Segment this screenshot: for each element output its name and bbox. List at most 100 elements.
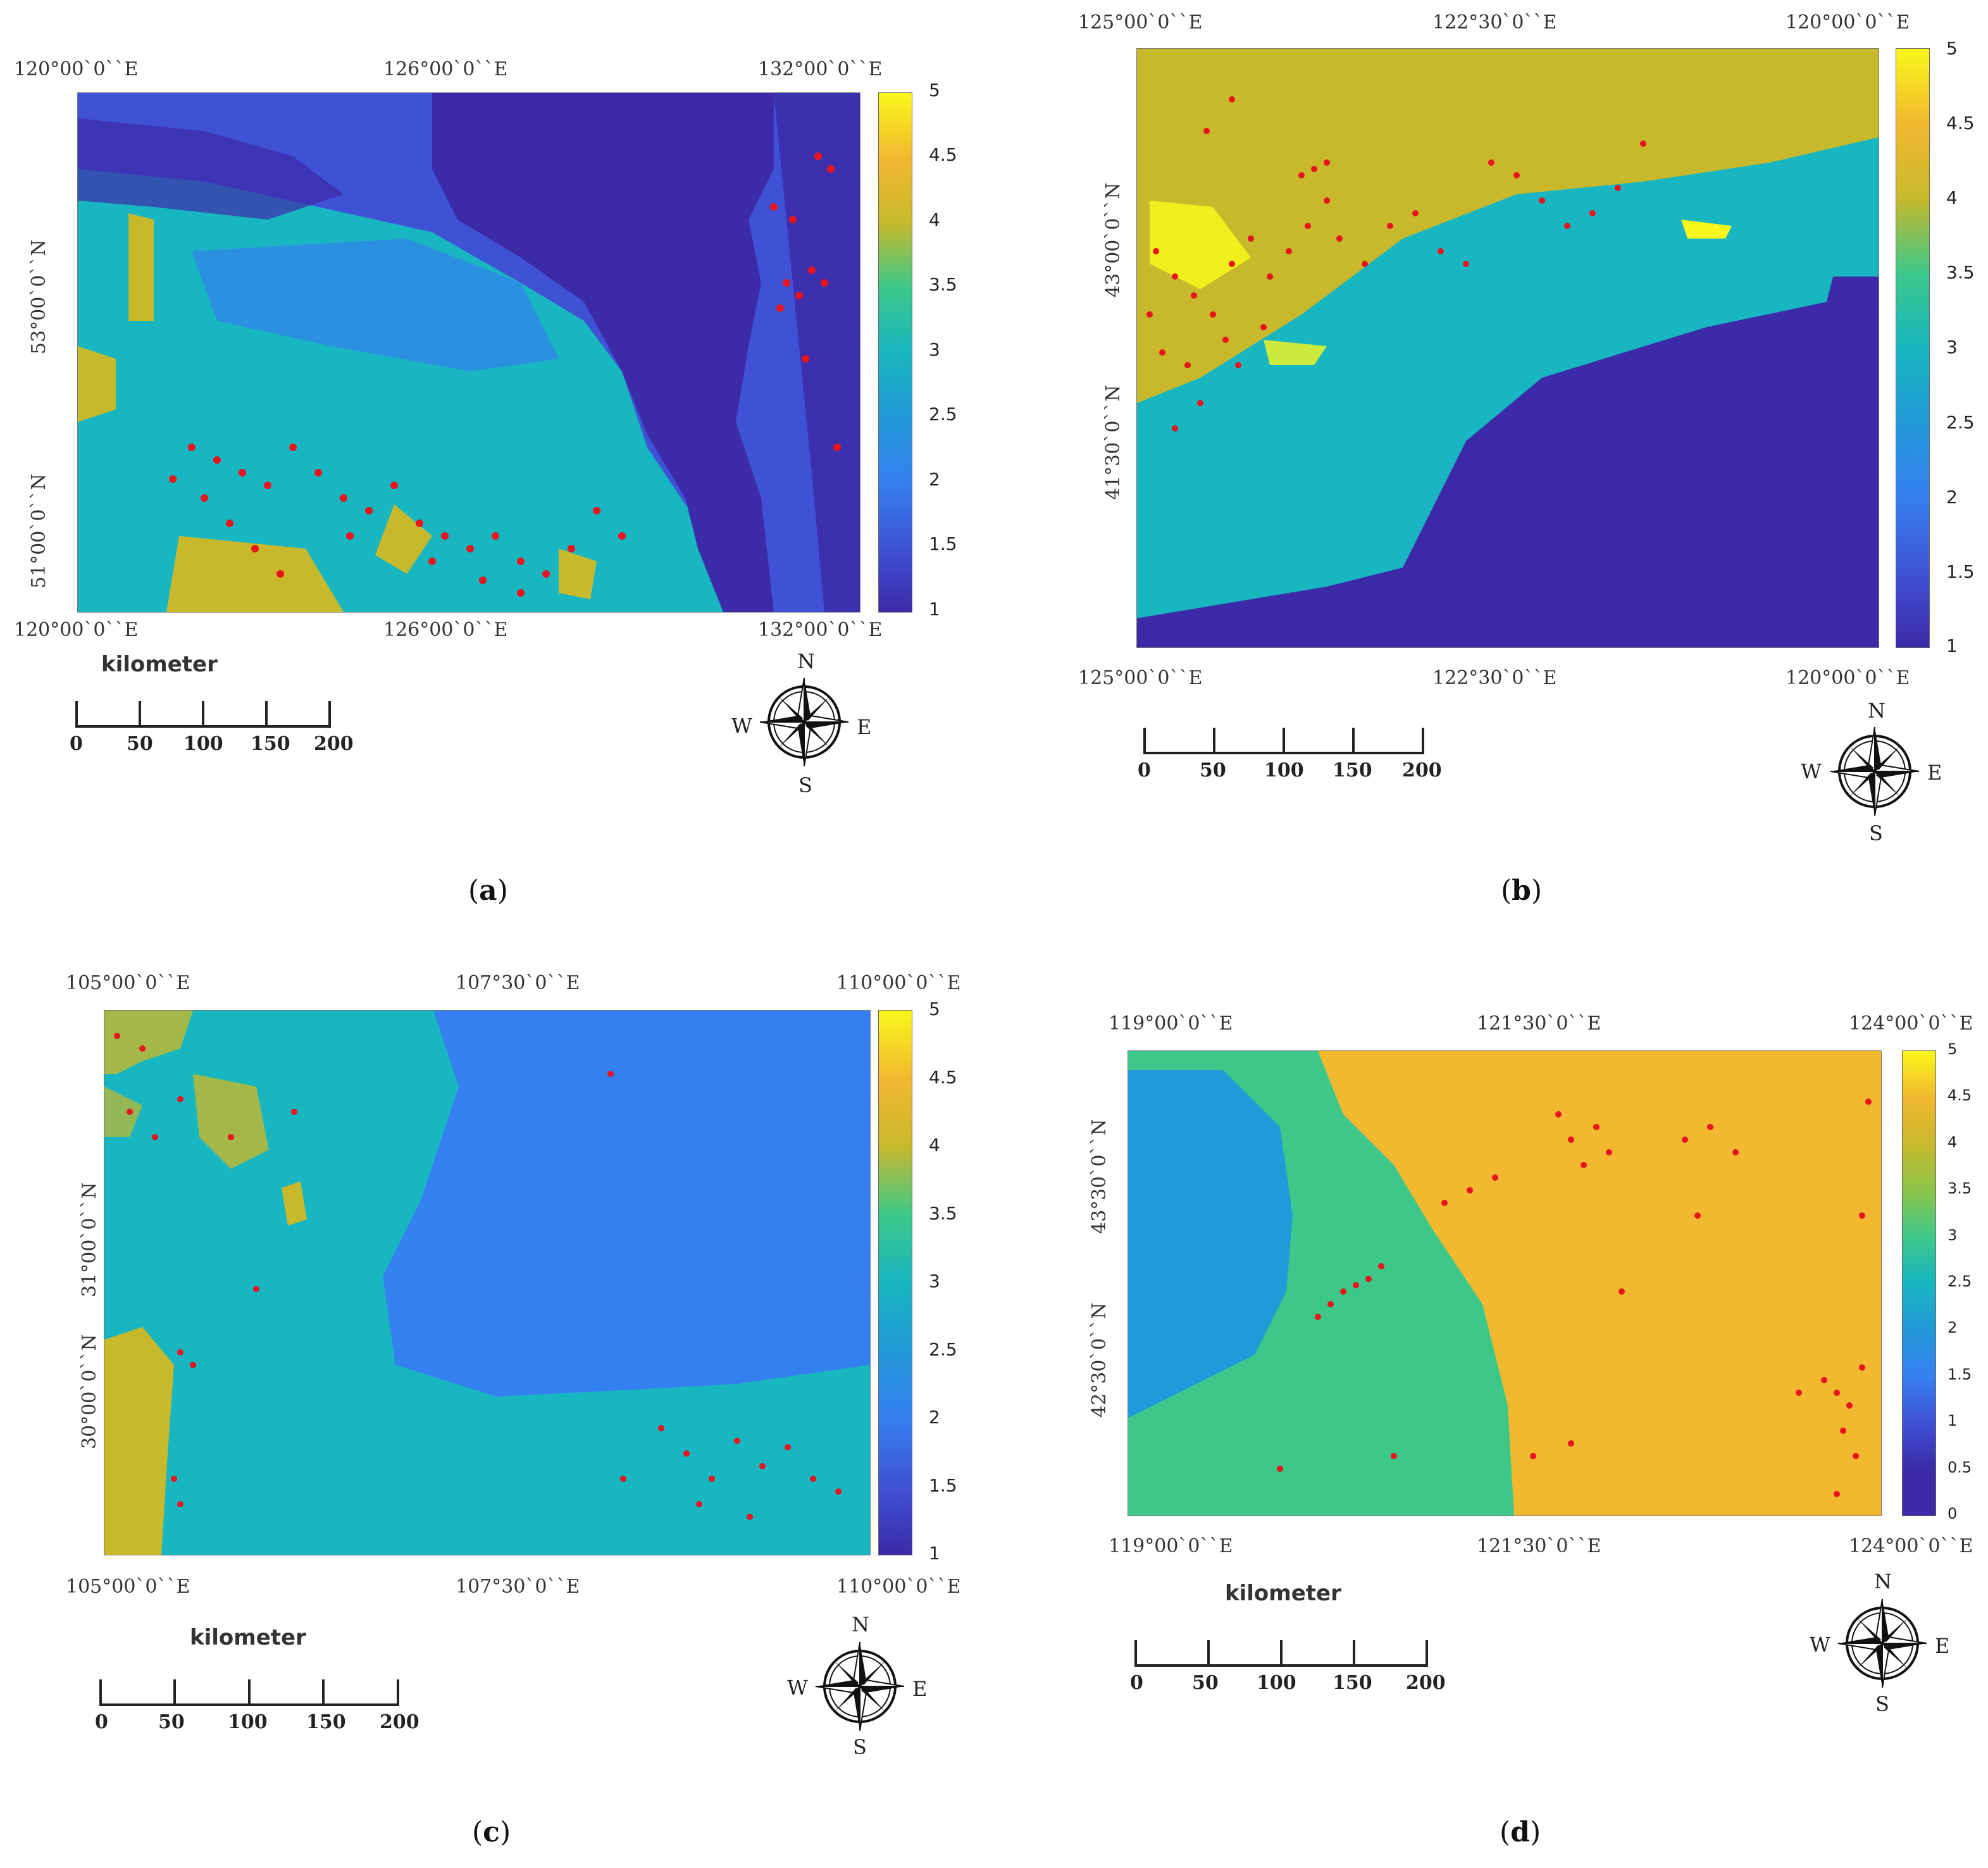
panel-b-sample-points <box>1146 96 1646 432</box>
panel-b-colorbar-tick-3-5: 3.5 <box>1946 262 1975 283</box>
panel-c-colorbar-tick-5: 5 <box>929 999 940 1019</box>
panel-c-lat-1: 31°00`0``N <box>78 1182 101 1297</box>
panel-d-top-lon-2: 121°30`0``E <box>1477 1012 1601 1035</box>
panel-b-colorbar-tick-1-5: 1.5 <box>1946 561 1975 582</box>
panel-c-colorbar-tick-4: 4 <box>929 1135 940 1155</box>
panel-c-colorbar-tick-1-5: 1.5 <box>929 1475 957 1496</box>
panel-b-lat-1: 43°00`0``N <box>1102 182 1124 297</box>
panel-a-bottom-lon-1: 120°00`0``E <box>14 619 139 641</box>
panel-c-lat-2: 30°00`0``N <box>78 1334 101 1449</box>
panel-a-scale-bar <box>75 701 331 728</box>
panel-d-lat-2: 42°30`0``N <box>1088 1302 1110 1417</box>
panel-d-map <box>1128 1050 1882 1516</box>
panel-d-bottom-lon-2: 121°30`0``E <box>1477 1535 1601 1557</box>
panel-d-compass-w: W <box>1810 1633 1830 1657</box>
panel-b-scale-100: 100 <box>1264 759 1304 781</box>
panel-a-raster <box>78 93 860 612</box>
panel-b-colorbar-tick-2: 2 <box>1946 487 1958 507</box>
panel-d-colorbar-tick-5: 5 <box>1948 1040 1958 1058</box>
panel-d-scale-title: kilometer <box>1225 1581 1341 1606</box>
panel-b-top-lon-1: 125°00`0``E <box>1078 11 1203 34</box>
panel-b-bottom-lon-3: 120°00`0``E <box>1786 667 1910 689</box>
panel-c-colorbar-tick-4-5: 4.5 <box>929 1067 957 1088</box>
panel-d-bottom-lon-1: 119°00`0``E <box>1109 1535 1233 1557</box>
panel-d-scale-bar <box>1134 1640 1428 1667</box>
panel-d-compass-s: S <box>1875 1692 1889 1716</box>
panel-c-scale-0: 0 <box>95 1711 108 1733</box>
panel-d-colorbar-tick-0-5: 0.5 <box>1948 1459 1972 1476</box>
panel-d-lat-1: 43°30`0``N <box>1088 1119 1110 1234</box>
panel-b-raster <box>1137 49 1879 647</box>
panel-c-colorbar-tick-3-5: 3.5 <box>929 1203 957 1224</box>
panel-b-compass-w: W <box>1801 759 1822 783</box>
panel-d-scale-100: 100 <box>1257 1672 1296 1694</box>
panel-b-scale-150: 150 <box>1333 759 1372 781</box>
panel-c-caption: (c) <box>472 1816 511 1848</box>
panel-c-scale-200: 200 <box>380 1711 419 1733</box>
panel-b-colorbar <box>1896 48 1930 648</box>
panel-d-bottom-lon-3: 124°00`0``E <box>1849 1535 1973 1557</box>
panel-b-caption: (b) <box>1501 875 1543 907</box>
panel-d-compass-rose-icon <box>1837 1598 1927 1688</box>
panel-b-compass-rose-icon <box>1830 726 1920 816</box>
panel-a-lat-2: 51°00`0``N <box>28 473 50 588</box>
panel-d-colorbar-tick-2-5: 2.5 <box>1948 1273 1972 1290</box>
panel-d-colorbar-tick-0: 0 <box>1948 1505 1958 1522</box>
panel-b-compass-n: N <box>1868 699 1885 723</box>
panel-a-scale-0: 0 <box>70 733 83 755</box>
panel-a-scale-150: 150 <box>251 733 290 755</box>
panel-d-colorbar-tick-3: 3 <box>1948 1226 1958 1244</box>
panel-a-colorbar-tick-2-5: 2.5 <box>929 404 957 425</box>
panel-c-bottom-lon-3: 110°00`0``E <box>836 1576 961 1598</box>
panel-d-colorbar-tick-2: 2 <box>1948 1319 1958 1336</box>
panel-c-sample-points <box>114 1033 842 1520</box>
panel-b-compass-e: E <box>1927 761 1942 785</box>
panel-a-compass-w: W <box>731 714 752 738</box>
panel-d-colorbar-tick-3-5: 3.5 <box>1948 1180 1972 1197</box>
panel-d-scale-0: 0 <box>1130 1672 1143 1694</box>
panel-c-compass-e: E <box>912 1677 928 1701</box>
panel-a-scale-100: 100 <box>183 733 223 755</box>
panel-b-top-lon-3: 120°00`0``E <box>1786 11 1910 34</box>
panel-c-colorbar <box>878 1010 912 1555</box>
panel-b-colorbar-tick-3: 3 <box>1946 337 1958 358</box>
panel-b-colorbar-tick-4: 4 <box>1946 187 1958 208</box>
panel-b-lat-2: 41°30`0``N <box>1102 385 1124 500</box>
panel-b-scale-0: 0 <box>1138 759 1151 781</box>
panel-c-scale-50: 50 <box>158 1711 185 1733</box>
panel-a-top-lon-2: 126°00`0``E <box>383 58 508 80</box>
panel-b-top-lon-2: 122°30`0``E <box>1432 11 1557 34</box>
panel-b-compass-s: S <box>1869 821 1883 845</box>
panel-a-scale-50: 50 <box>127 733 153 755</box>
panel-a-lat-1: 53°00`0``N <box>28 239 50 354</box>
panel-c-map <box>104 1010 871 1555</box>
panel-b-colorbar-tick-4-5: 4.5 <box>1946 113 1975 134</box>
panel-c-colorbar-tick-2-5: 2.5 <box>929 1339 957 1360</box>
panel-d-caption: (d) <box>1500 1816 1541 1848</box>
panel-c-top-lon-3: 110°00`0``E <box>836 972 961 994</box>
panel-a-colorbar <box>878 92 912 613</box>
panel-c-colorbar-tick-1: 1 <box>929 1543 940 1564</box>
panel-d-sample-points <box>1277 1099 1872 1497</box>
panel-c-scale-150: 150 <box>306 1711 346 1733</box>
panel-d-colorbar <box>1902 1050 1936 1516</box>
panel-c-top-lon-1: 105°00`0``E <box>66 972 190 994</box>
panel-a-colorbar-tick-1: 1 <box>929 599 940 620</box>
panel-c-scale-title: kilometer <box>190 1625 306 1650</box>
panel-b-bottom-lon-2: 122°30`0``E <box>1432 667 1557 689</box>
panel-a-compass-s: S <box>798 773 812 797</box>
panel-d-top-lon-3: 124°00`0``E <box>1849 1012 1973 1035</box>
panel-c-compass-s: S <box>853 1735 867 1759</box>
panel-a-colorbar-tick-2: 2 <box>929 469 940 490</box>
panel-b-scale-50: 50 <box>1200 759 1226 781</box>
panel-d-compass-n: N <box>1874 1569 1892 1593</box>
panel-a-top-lon-3: 132°00`0``E <box>758 58 883 80</box>
panel-c-scale-bar <box>99 1679 399 1706</box>
panel-d-scale-200: 200 <box>1406 1672 1446 1694</box>
panel-c-compass-rose-icon <box>815 1641 905 1731</box>
panel-a-caption: (a) <box>468 875 508 907</box>
panel-d-colorbar-tick-1-5: 1.5 <box>1948 1366 1972 1383</box>
panel-a-compass-e: E <box>857 715 872 739</box>
panel-a-colorbar-tick-4-5: 4.5 <box>929 144 957 165</box>
panel-b-scale-200: 200 <box>1402 759 1442 781</box>
